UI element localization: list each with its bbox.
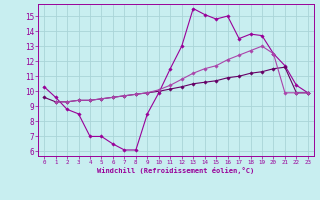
X-axis label: Windchill (Refroidissement éolien,°C): Windchill (Refroidissement éolien,°C) xyxy=(97,167,255,174)
